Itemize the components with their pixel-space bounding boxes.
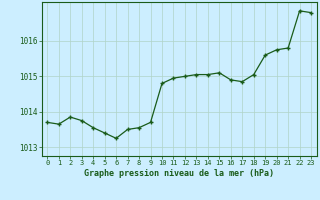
X-axis label: Graphe pression niveau de la mer (hPa): Graphe pression niveau de la mer (hPa): [84, 169, 274, 178]
